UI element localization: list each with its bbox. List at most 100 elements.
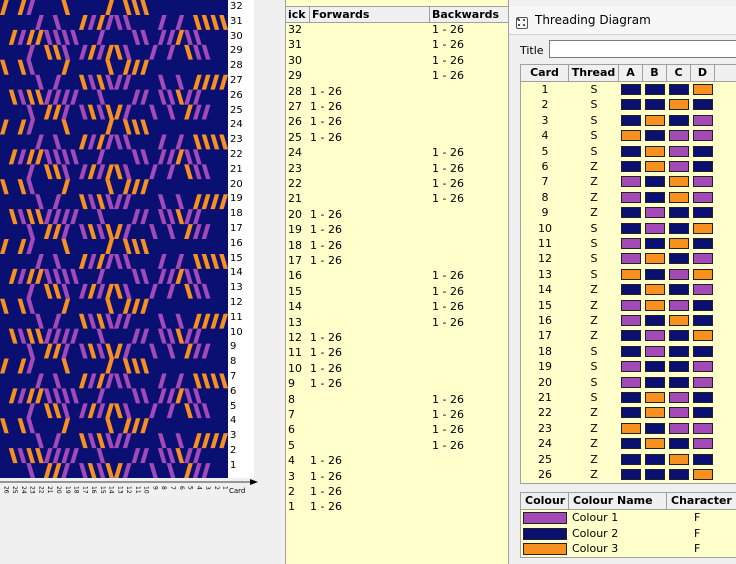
- hole-a-colour-cell[interactable]: [621, 361, 641, 373]
- hole-c-colour-cell[interactable]: [669, 392, 689, 403]
- hole-c-colour-cell[interactable]: [669, 176, 689, 188]
- hole-b-colour-cell[interactable]: [645, 284, 665, 296]
- card-row[interactable]: 14 Z: [521, 282, 736, 297]
- header-card[interactable]: Card: [521, 65, 569, 81]
- hole-b-colour-cell[interactable]: [645, 268, 665, 280]
- pick-row[interactable]: 23 1 - 26: [286, 161, 509, 176]
- hole-d-colour-cell[interactable]: [693, 376, 713, 388]
- card-row[interactable]: 19 S: [521, 359, 736, 374]
- card-thread-direction[interactable]: S: [590, 83, 598, 96]
- hole-b-colour-cell[interactable]: [645, 114, 665, 126]
- hole-a-colour-cell[interactable]: [621, 222, 641, 234]
- hole-b-colour-cell[interactable]: [645, 191, 665, 203]
- hole-d-colour-cell[interactable]: [693, 407, 713, 419]
- pick-row[interactable]: 28 1 - 26: [286, 84, 509, 99]
- hole-a-colour-cell[interactable]: [621, 191, 641, 203]
- colour-swatch[interactable]: [523, 527, 567, 540]
- pick-row[interactable]: 32 1 - 26: [286, 22, 509, 37]
- card-thread-direction[interactable]: Z: [590, 206, 598, 220]
- hole-a-colour-cell[interactable]: [621, 84, 641, 95]
- hole-a-colour-cell[interactable]: [621, 438, 641, 450]
- pick-row[interactable]: 2 1 - 26: [286, 484, 509, 499]
- hole-b-colour-cell[interactable]: [645, 345, 665, 357]
- card-row[interactable]: 18 S: [521, 344, 736, 359]
- hole-c-colour-cell[interactable]: [669, 84, 689, 95]
- card-thread-direction[interactable]: S: [590, 98, 598, 112]
- hole-a-colour-cell[interactable]: [621, 99, 641, 111]
- hole-d-colour-cell[interactable]: [693, 99, 713, 111]
- card-row[interactable]: 15 Z: [521, 298, 736, 313]
- card-thread-direction[interactable]: S: [590, 221, 598, 235]
- hole-b-colour-cell[interactable]: [645, 361, 665, 373]
- hole-c-colour-cell[interactable]: [669, 207, 689, 219]
- pick-row[interactable]: 20 1 - 26: [286, 207, 509, 222]
- pick-row[interactable]: 25 1 - 26: [286, 130, 509, 145]
- hole-d-colour-cell[interactable]: [693, 84, 713, 95]
- pick-row[interactable]: 10 1 - 26: [286, 361, 509, 376]
- hole-a-colour-cell[interactable]: [621, 453, 641, 465]
- hole-a-colour-cell[interactable]: [621, 176, 641, 188]
- pick-row[interactable]: 7 1 - 26: [286, 407, 509, 422]
- pick-row[interactable]: 27 1 - 26: [286, 99, 509, 114]
- hole-d-colour-cell[interactable]: [693, 161, 713, 172]
- card-row[interactable]: 26 Z: [521, 467, 736, 482]
- pick-row[interactable]: 13 1 - 26: [286, 315, 509, 330]
- colour-swatch[interactable]: [523, 543, 567, 555]
- hole-c-colour-cell[interactable]: [669, 361, 689, 373]
- card-row[interactable]: 16 Z: [521, 313, 736, 328]
- pick-row[interactable]: 24 1 - 26: [286, 145, 509, 160]
- colour-swatch[interactable]: [523, 512, 567, 524]
- card-thread-direction[interactable]: Z: [590, 468, 598, 481]
- hole-c-colour-cell[interactable]: [669, 191, 689, 203]
- hole-b-colour-cell[interactable]: [645, 99, 665, 111]
- pick-row[interactable]: 9 1 - 26: [286, 376, 509, 391]
- hole-b-colour-cell[interactable]: [645, 422, 665, 434]
- hole-d-colour-cell[interactable]: [693, 207, 713, 219]
- hole-b-colour-cell[interactable]: [645, 392, 665, 403]
- pick-row[interactable]: 19 1 - 26: [286, 222, 509, 237]
- hole-c-colour-cell[interactable]: [669, 330, 689, 342]
- hole-d-colour-cell[interactable]: [693, 176, 713, 188]
- card-row[interactable]: 17 Z: [521, 328, 736, 343]
- header-hole-a[interactable]: A: [619, 65, 643, 81]
- hole-d-colour-cell[interactable]: [693, 345, 713, 357]
- header-hole-d[interactable]: D: [691, 65, 715, 81]
- card-thread-direction[interactable]: S: [590, 113, 598, 127]
- hole-b-colour-cell[interactable]: [645, 145, 665, 157]
- pick-row[interactable]: 5 1 - 26: [286, 438, 509, 453]
- pick-row[interactable]: 6 1 - 26: [286, 422, 509, 437]
- hole-a-colour-cell[interactable]: [621, 407, 641, 419]
- hole-a-colour-cell[interactable]: [621, 345, 641, 357]
- card-thread-direction[interactable]: Z: [590, 283, 598, 297]
- header-character[interactable]: Character: [667, 493, 736, 509]
- hole-b-colour-cell[interactable]: [645, 315, 665, 326]
- hole-c-colour-cell[interactable]: [669, 99, 689, 111]
- hole-c-colour-cell[interactable]: [669, 222, 689, 234]
- pick-row[interactable]: 26 1 - 26: [286, 114, 509, 129]
- hole-b-colour-cell[interactable]: [645, 84, 665, 95]
- hole-d-colour-cell[interactable]: [693, 114, 713, 126]
- picks-table[interactable]: ick Forwards Backwards 32 1 - 26 31 1 - 26 3…: [285, 0, 509, 564]
- hole-c-colour-cell[interactable]: [669, 145, 689, 157]
- hole-c-colour-cell[interactable]: [669, 438, 689, 450]
- colour-row[interactable]: Colour 3 F: [521, 541, 736, 557]
- hole-a-colour-cell[interactable]: [621, 330, 641, 342]
- card-row[interactable]: 11 S: [521, 236, 736, 251]
- hole-d-colour-cell[interactable]: [693, 330, 713, 342]
- hole-c-colour-cell[interactable]: [669, 299, 689, 311]
- hole-c-colour-cell[interactable]: [669, 407, 689, 419]
- card-thread-direction[interactable]: Z: [590, 190, 598, 204]
- hole-a-colour-cell[interactable]: [621, 284, 641, 296]
- hole-a-colour-cell[interactable]: [621, 422, 641, 434]
- hole-d-colour-cell[interactable]: [693, 469, 713, 480]
- header-hole-c[interactable]: C: [667, 65, 691, 81]
- card-thread-direction[interactable]: Z: [590, 298, 598, 312]
- card-row[interactable]: 20 S: [521, 375, 736, 390]
- threading-grid[interactable]: Card Thread A B C D 1 S 2 S 3 S 4 S 5 S 6 Z 7 Z 8 Z 9 Z 10…: [520, 64, 736, 484]
